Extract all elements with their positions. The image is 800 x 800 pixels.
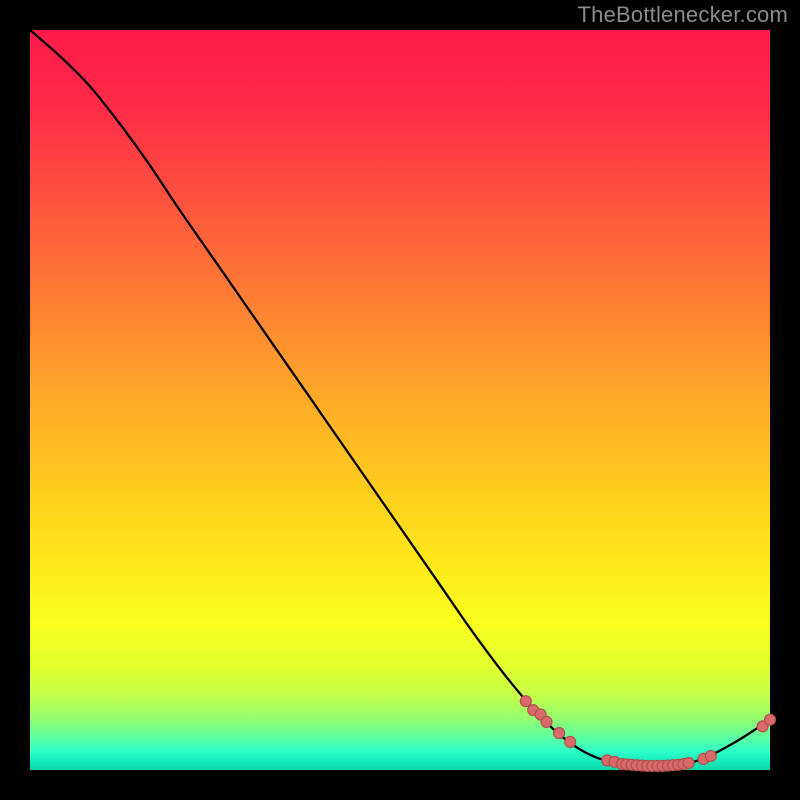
plot-background bbox=[30, 30, 770, 770]
data-marker bbox=[554, 728, 565, 739]
chart-svg bbox=[0, 0, 800, 800]
chart-container: TheBottlenecker.com bbox=[0, 0, 800, 800]
data-marker bbox=[683, 757, 694, 768]
data-marker bbox=[541, 716, 552, 727]
data-marker bbox=[765, 714, 776, 725]
data-marker bbox=[705, 750, 716, 761]
data-marker bbox=[520, 696, 531, 707]
data-marker bbox=[565, 736, 576, 747]
